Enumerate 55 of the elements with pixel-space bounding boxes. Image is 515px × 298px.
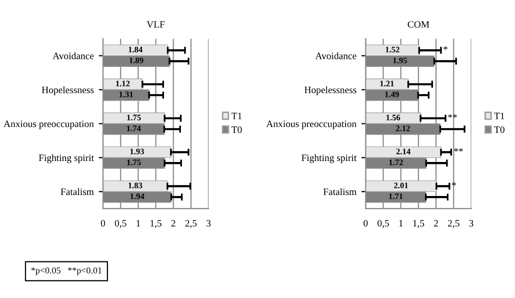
y-tick-label: Hopelessness — [304, 86, 356, 96]
data-label: 2.01 — [394, 182, 408, 188]
chart-title: VLF — [146, 21, 165, 28]
chart-title: COM — [408, 21, 430, 28]
y-tick-label: Anxious preoccupation — [4, 120, 94, 130]
annotation: ** — [454, 148, 463, 152]
data-label: 1.94 — [130, 194, 144, 200]
x-tick-label: 2 — [434, 220, 438, 226]
data-label: 1.21 — [380, 80, 394, 86]
x-tick-label: 3 — [469, 220, 474, 227]
data-label: 1.56 — [386, 114, 400, 120]
x-tick-label: 2,5 — [185, 220, 197, 228]
y-tick-label: Fatalism — [60, 188, 94, 196]
y-tick-label: Avoidance — [315, 52, 356, 60]
legend-label: T1 — [232, 112, 242, 120]
y-tick-label: Fighting spirit — [38, 154, 94, 164]
x-tick-label: 0,5 — [114, 220, 126, 228]
y-tick-label: Fatalism — [323, 188, 356, 196]
data-label: 1.52 — [386, 46, 400, 52]
data-label: 1.75 — [127, 114, 141, 120]
x-tick-label: 3 — [206, 220, 211, 227]
data-label: 1.93 — [130, 148, 144, 154]
x-tick-label: 1,5 — [150, 220, 162, 228]
data-label: 1.72 — [389, 160, 403, 166]
x-tick-label: 0 — [100, 220, 106, 227]
y-tick-label: Hopelessness — [42, 86, 94, 96]
data-label: 1.95 — [393, 58, 407, 64]
data-label: 1.84 — [128, 46, 143, 52]
y-tick-label: Avoidance — [52, 52, 94, 60]
x-tick-label: 2 — [171, 220, 176, 226]
data-label: 1.75 — [127, 160, 141, 166]
annotation: * — [452, 182, 456, 186]
legend-label: T0 — [232, 126, 242, 133]
legend-label: T1 — [494, 112, 504, 120]
data-label: 2.12 — [396, 126, 410, 132]
text: *p<0.05 **p<0.01 — [31, 267, 102, 276]
data-label: 1.83 — [128, 182, 142, 188]
y-tick-label: Anxious preoccupation — [266, 120, 356, 130]
data-label: 1.31 — [119, 92, 133, 98]
annotation: * — [444, 46, 448, 50]
annotation: ** — [448, 114, 457, 118]
data-label: 2.14 — [396, 148, 410, 154]
x-tick-label: 2,5 — [448, 220, 460, 228]
data-label: 1.12 — [116, 80, 130, 86]
y-tick-label: Fighting spirit — [302, 154, 357, 164]
x-tick-label: 1 — [136, 220, 140, 226]
x-tick-label: 1,5 — [413, 220, 424, 228]
legend-label: T0 — [494, 126, 504, 133]
data-label: 1.49 — [385, 92, 399, 98]
x-tick-label: 1 — [399, 220, 403, 226]
x-tick-label: 0 — [364, 220, 368, 227]
data-label: 1.89 — [130, 58, 144, 64]
x-tick-label: 0,5 — [378, 220, 389, 228]
data-label: 1.74 — [126, 126, 141, 132]
data-label: 1.71 — [389, 194, 403, 200]
